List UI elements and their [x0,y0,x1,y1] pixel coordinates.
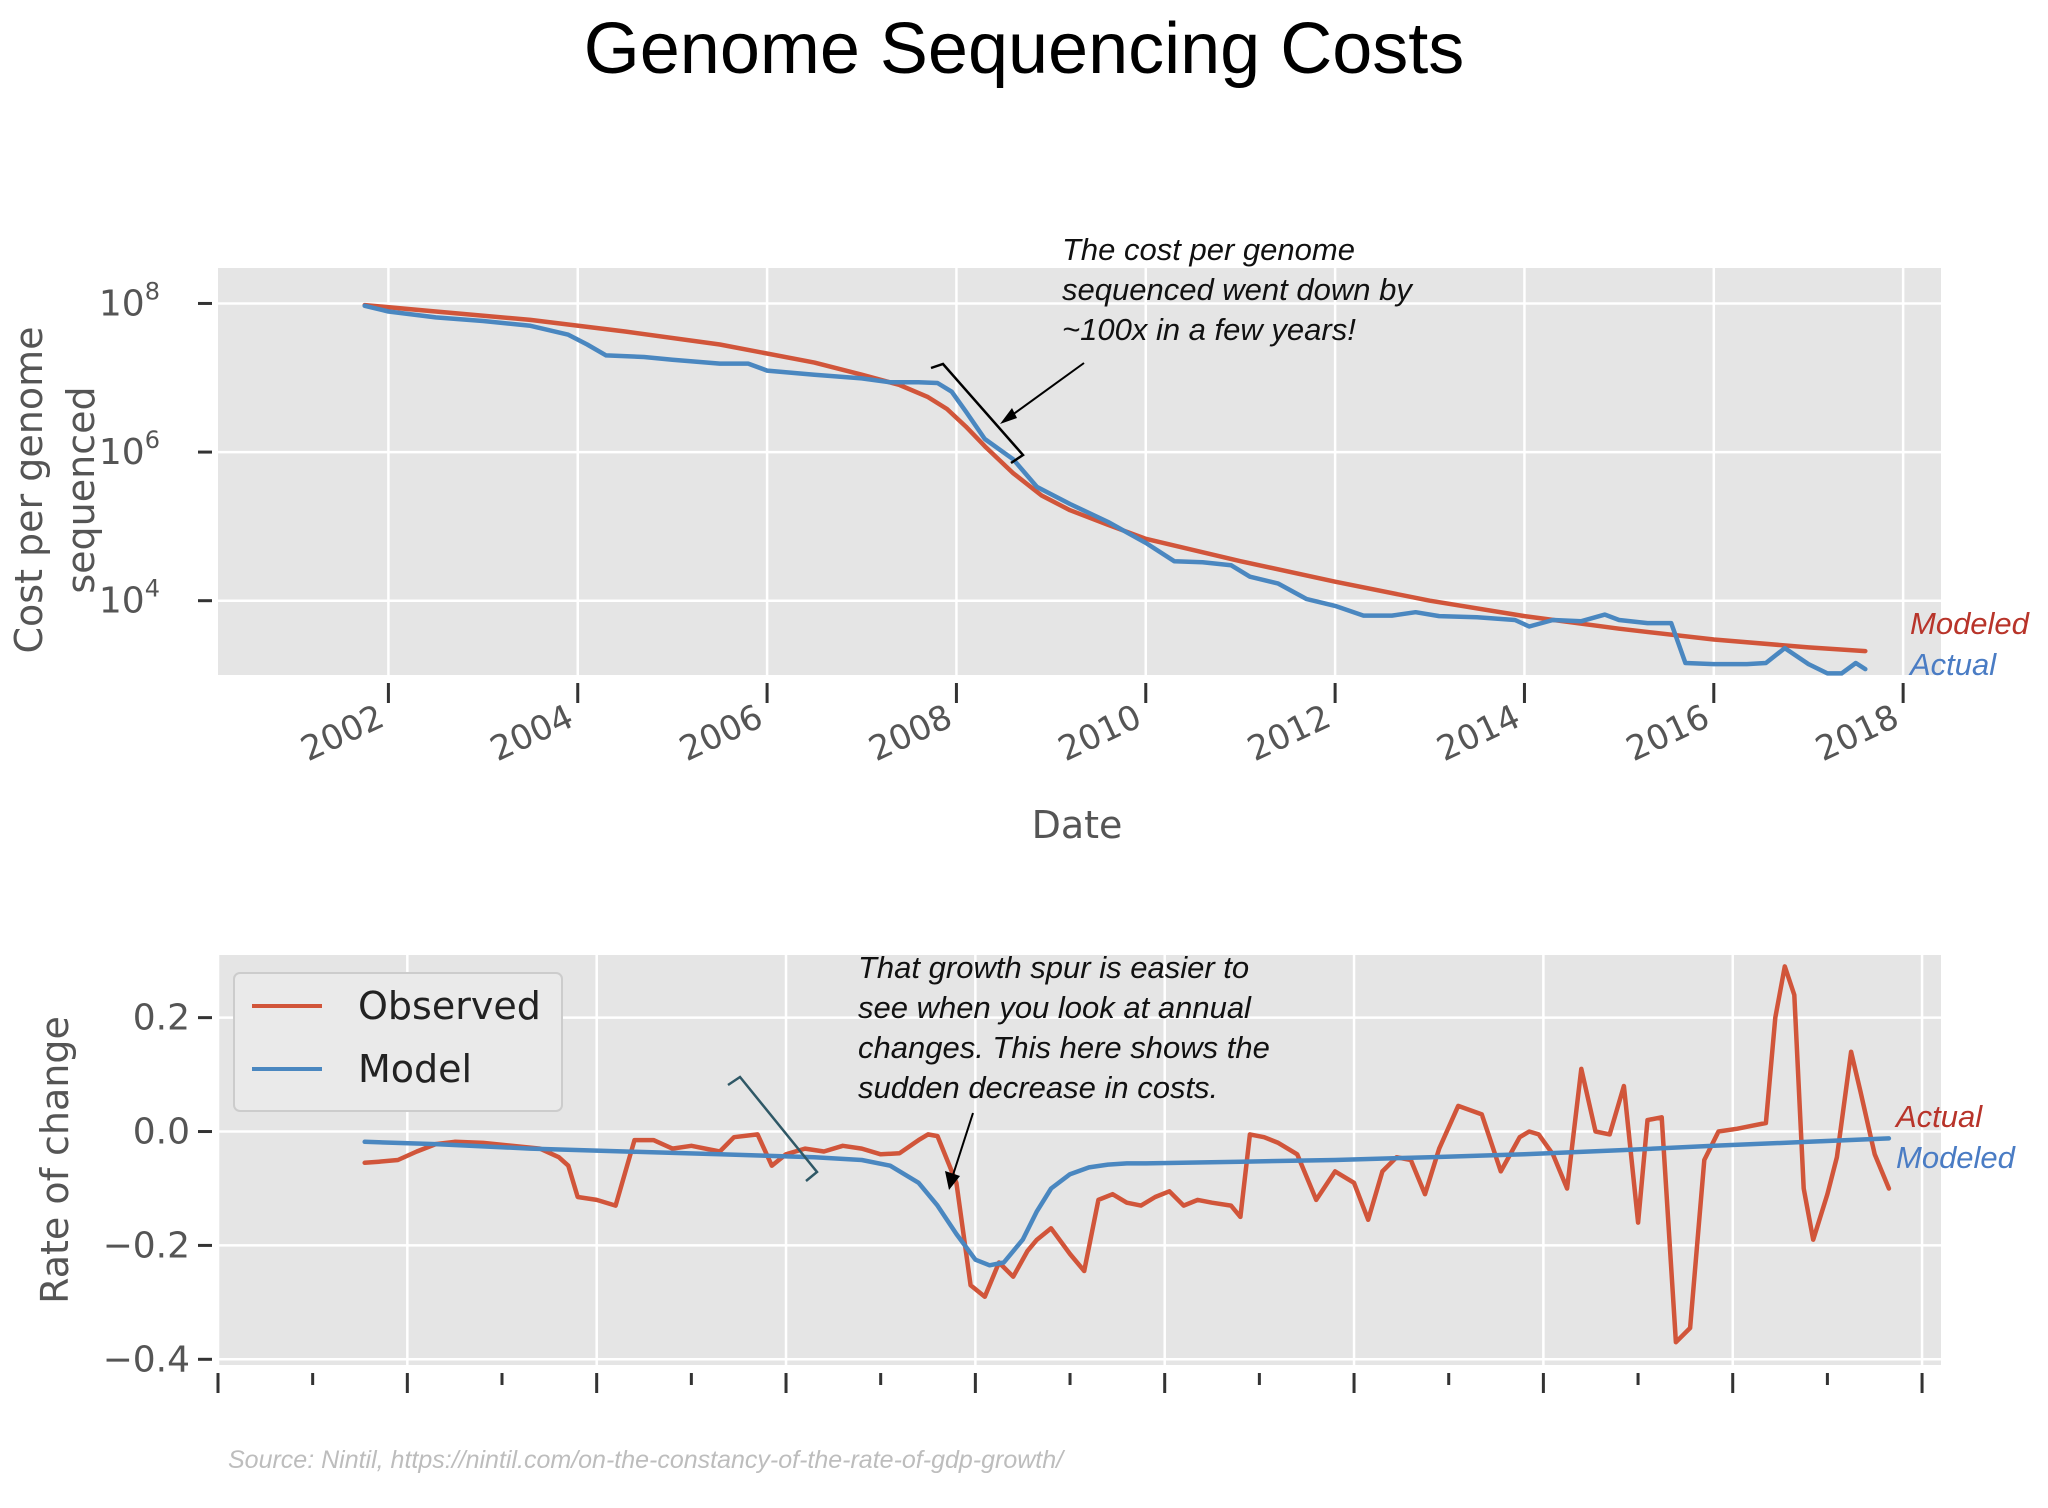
legend-observed-label: Observed [358,984,541,1028]
bottom-y-tick-label: −0.2 [103,1225,190,1266]
top-y-tick-base: 10 [99,432,145,473]
top-x-tick-label: 2016 [1620,697,1715,770]
top-side-label-actual: Actual [1908,647,1997,682]
top-y-tick-base: 10 [99,283,145,324]
top-chart: 2002 2004 2006 2008 2010 2012 2014 2016 2018 108… [7,232,2031,847]
bottom-series-model-line [362,1136,1892,1268]
top-x-tick-label: 2018 [1810,697,1905,770]
top-y-axis-title-line2: sequenced [59,386,103,593]
bottom-series-group [362,964,1892,1345]
top-x-tick-label: 2014 [1431,697,1526,770]
top-series-modeled-line [362,302,1868,654]
bottom-annotation-line: see when you look at annual [858,990,1252,1025]
legend: Observed Model [233,972,563,1112]
top-side-label-modeled: Modeled [1910,606,2031,641]
bottom-annotation: That growth spur is easier to see when yo… [858,950,1270,1105]
top-x-tick-label: 2004 [484,697,579,770]
top-annotation-line: The cost per genome [1062,232,1355,267]
bottom-annotation-line: That growth spur is easier to [858,950,1249,985]
top-x-tick-label: 2008 [863,697,958,770]
top-y-tick-base: 10 [99,581,145,622]
top-arrow-line [1007,362,1085,419]
top-x-ticks: 2002 2004 2006 2008 2010 2012 2014 2016 2018 [295,683,1905,770]
top-series-group [362,302,1868,676]
legend-model-label: Model [358,1047,472,1091]
top-y-tick-label: 104 [99,575,160,622]
source-note: Source: Nintil, https://nintil.com/on-th… [228,1446,1064,1474]
bottom-y-ticks: 0.2 0.0 −0.2 −0.4 [103,998,212,1380]
bottom-series-observed-line [362,964,1892,1345]
top-y-tick-label: 108 [99,277,160,324]
bottom-arrow-head [945,1171,960,1190]
top-series-actual-line [362,303,1868,676]
bottom-y-tick-label: 0.0 [133,1112,190,1153]
top-gridlines [218,268,1941,675]
bottom-y-tick-label: 0.2 [133,998,190,1039]
bottom-arrow-line [952,1112,974,1176]
top-x-tick-label: 2012 [1242,697,1337,770]
bottom-x-ticks [216,1373,1924,1393]
top-annotation-line: sequenced went down by [1062,272,1414,307]
top-plot-area [218,268,1941,675]
bottom-chart: 0.2 0.0 −0.2 −0.4 Rate of change Observed M… [33,950,2017,1393]
top-annotation-line: ~100x in a few years! [1062,312,1356,347]
top-x-axis-title: Date [1032,803,1123,847]
bottom-gridlines [216,955,1941,1365]
top-x-tick-label: 2006 [674,697,769,770]
bottom-side-label-modeled: Modeled [1896,1140,2017,1175]
top-x-tick-label: 2002 [295,697,390,770]
bottom-y-axis-title: Rate of change [33,1016,77,1304]
top-y-tick-label: 106 [99,426,160,473]
top-y-axis-title-line1: Cost per genome [7,327,51,654]
top-y-tick-exponent: 8 [145,277,160,305]
top-bracket [930,362,1025,465]
bottom-side-label-actual: Actual [1894,1099,1983,1134]
top-arrow-head [1000,408,1017,424]
bottom-bracket [727,1075,819,1182]
top-annotation: The cost per genome sequenced went down b… [1062,232,1414,347]
top-y-tick-exponent: 6 [145,426,160,454]
figure-title: Genome Sequencing Costs [583,9,1465,89]
bottom-annotation-line: sudden decrease in costs. [858,1070,1218,1105]
top-x-tick-label: 2010 [1052,697,1147,770]
bottom-annotation-line: changes. This here shows the [858,1030,1270,1065]
top-y-tick-exponent: 4 [145,575,160,603]
bottom-y-tick-label: −0.4 [103,1339,190,1380]
